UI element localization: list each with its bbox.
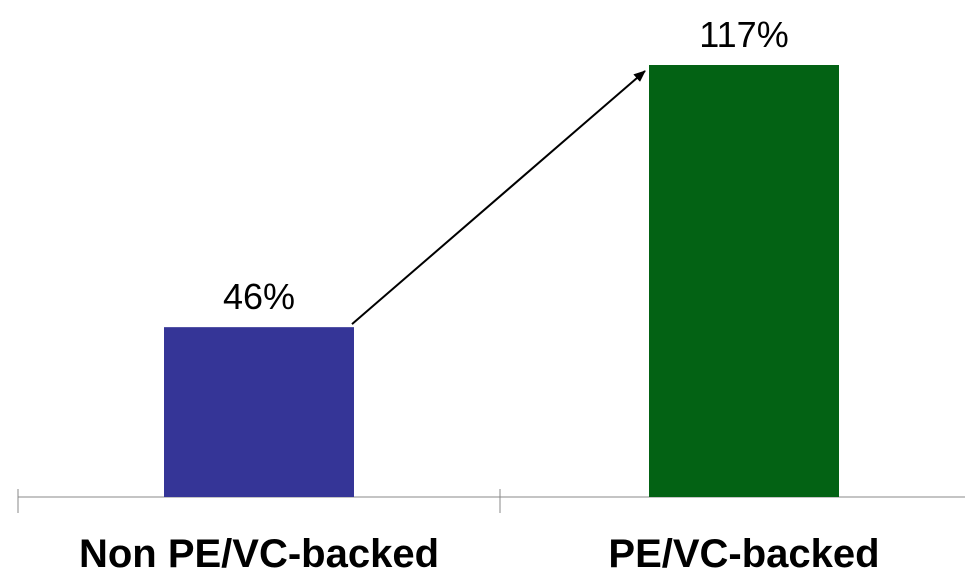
data-label-non-pe-vc-backed: 46%	[223, 276, 295, 317]
growth-arrow	[351, 70, 646, 325]
category-label-non-pe-vc-backed: Non PE/VC-backed	[79, 532, 439, 571]
data-label-pe-vc-backed: 117%	[699, 14, 788, 55]
bar-non-pe-vc-backed	[164, 327, 354, 497]
bar-pe-vc-backed	[649, 65, 839, 497]
category-label-pe-vc-backed: PE/VC-backed	[608, 532, 879, 571]
